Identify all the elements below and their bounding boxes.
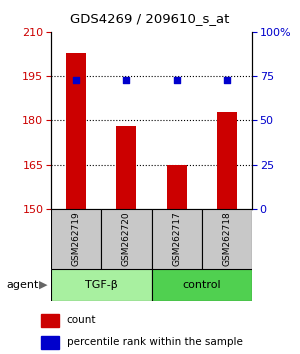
- FancyBboxPatch shape: [152, 209, 202, 269]
- Bar: [41, 314, 59, 327]
- FancyBboxPatch shape: [202, 209, 252, 269]
- Text: agent: agent: [6, 280, 38, 290]
- FancyBboxPatch shape: [51, 209, 101, 269]
- Text: GDS4269 / 209610_s_at: GDS4269 / 209610_s_at: [70, 12, 230, 25]
- Point: [124, 77, 129, 82]
- Bar: [41, 336, 59, 349]
- FancyBboxPatch shape: [51, 269, 152, 301]
- Text: GSM262718: GSM262718: [222, 212, 231, 266]
- Text: percentile rank within the sample: percentile rank within the sample: [67, 337, 242, 348]
- Bar: [116, 126, 136, 209]
- Point: [174, 77, 179, 82]
- Text: TGF-β: TGF-β: [85, 280, 118, 290]
- Text: GSM262719: GSM262719: [72, 212, 81, 266]
- Bar: [66, 52, 86, 209]
- Text: count: count: [67, 315, 96, 325]
- Point: [74, 77, 79, 82]
- FancyBboxPatch shape: [152, 269, 252, 301]
- Bar: [217, 112, 237, 209]
- Bar: [167, 165, 187, 209]
- Text: GSM262717: GSM262717: [172, 212, 181, 266]
- Text: control: control: [182, 280, 221, 290]
- Point: [224, 77, 229, 82]
- Text: ▶: ▶: [39, 280, 48, 290]
- FancyBboxPatch shape: [101, 209, 152, 269]
- Text: GSM262720: GSM262720: [122, 212, 131, 266]
